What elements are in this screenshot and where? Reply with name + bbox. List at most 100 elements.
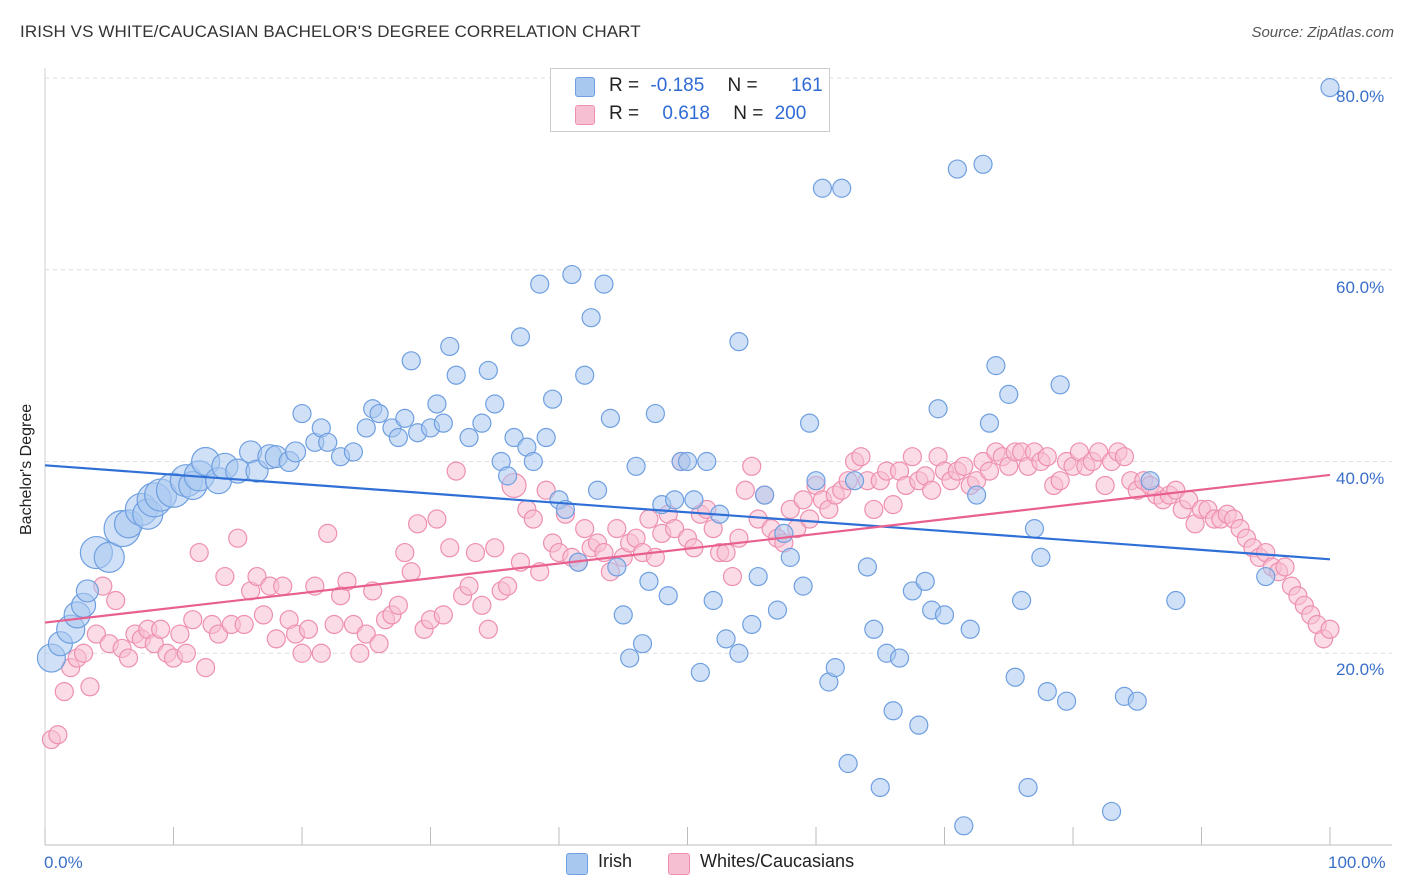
white-n-value: 200 — [774, 103, 807, 124]
data-point-irish — [838, 753, 858, 774]
data-point-white — [118, 648, 139, 668]
data-point-white — [1095, 475, 1115, 496]
data-point-irish — [1056, 691, 1077, 711]
data-point-irish — [677, 451, 698, 472]
data-point-white — [54, 681, 74, 702]
irish-n-value: 161 — [790, 75, 823, 96]
data-point-white — [716, 542, 736, 563]
data-point-white — [86, 624, 107, 644]
data-point-irish — [472, 413, 492, 433]
data-point-irish — [690, 662, 710, 683]
data-point-white — [1037, 447, 1057, 467]
data-point-irish — [960, 619, 980, 639]
data-point-white — [465, 542, 486, 563]
data-point-irish — [883, 701, 903, 721]
data-point-irish — [973, 154, 993, 174]
x-tick-min: 0.0% — [44, 853, 83, 872]
data-point-irish — [799, 413, 820, 433]
data-point-irish — [632, 634, 653, 654]
data-point-irish — [793, 576, 813, 596]
data-point-irish — [388, 427, 408, 448]
data-point-irish — [979, 413, 1000, 433]
data-point-white — [575, 519, 595, 539]
data-point-white — [793, 490, 813, 510]
data-point-irish — [292, 403, 312, 424]
data-point-irish — [947, 159, 967, 179]
data-point-irish — [832, 178, 852, 198]
data-point-irish — [658, 586, 678, 606]
data-point-white — [80, 677, 100, 697]
data-point-irish — [581, 308, 601, 328]
data-point-irish — [639, 571, 659, 591]
data-point-white — [388, 595, 408, 615]
data-point-white — [337, 571, 357, 591]
data-point-irish — [594, 274, 614, 294]
data-point-white — [318, 523, 338, 544]
data-point-white — [311, 643, 331, 663]
data-point-white — [883, 495, 903, 515]
data-point-irish — [697, 451, 717, 472]
data-point-white — [1275, 557, 1295, 577]
data-point-irish — [645, 403, 665, 424]
white-n-label: N = — [733, 103, 764, 124]
data-point-irish — [510, 327, 531, 347]
y-tick-80: 80.0% — [1336, 87, 1385, 106]
data-point-irish — [999, 384, 1019, 404]
y-tick-40: 40.0% — [1336, 469, 1385, 488]
data-point-irish — [498, 466, 518, 486]
data-point-irish — [742, 614, 762, 635]
data-point-irish — [909, 715, 929, 735]
data-point-irish — [1011, 590, 1032, 611]
source-label: Source: ZipAtlas.com — [1251, 24, 1394, 41]
data-point-white — [459, 576, 479, 596]
data-point-white — [73, 643, 94, 663]
data-point-irish — [844, 471, 865, 491]
data-point-white — [234, 614, 254, 635]
data-point-irish — [75, 579, 100, 603]
data-point-irish — [915, 571, 935, 591]
data-point-irish — [889, 648, 910, 668]
data-point-irish — [523, 451, 543, 472]
data-point-white — [523, 509, 543, 529]
data-point-white — [922, 480, 942, 500]
data-point-irish — [1005, 667, 1025, 687]
data-point-irish — [401, 351, 421, 371]
data-point-irish — [504, 427, 524, 448]
data-point-white — [196, 658, 216, 678]
data-point-irish — [93, 541, 125, 573]
data-point-white — [446, 461, 466, 481]
data-point-irish — [284, 441, 307, 463]
data-point-white — [1089, 442, 1109, 462]
data-point-white — [902, 447, 922, 467]
data-point-white — [253, 605, 274, 625]
trend-line-white — [44, 473, 1331, 624]
data-point-irish — [986, 356, 1006, 376]
data-point-irish — [555, 499, 576, 520]
data-point-irish — [536, 427, 556, 448]
data-point-irish — [754, 485, 775, 505]
white-swatch — [575, 105, 595, 125]
data-point-irish — [665, 490, 685, 510]
data-point-white — [979, 461, 1000, 481]
data-point-white — [639, 509, 659, 529]
data-point-white — [722, 566, 743, 587]
data-point-irish — [774, 523, 794, 544]
data-point-irish — [934, 605, 955, 625]
data-point-irish — [1101, 801, 1122, 822]
data-point-irish — [928, 399, 948, 419]
data-point-white — [485, 538, 505, 558]
data-point-white — [215, 566, 235, 587]
data-point-white — [356, 624, 376, 644]
data-point-white — [864, 499, 884, 520]
data-point-irish — [395, 408, 415, 428]
data-point-white — [298, 619, 319, 639]
data-point-white — [665, 519, 685, 539]
data-point-irish — [1127, 691, 1147, 711]
data-point-white — [369, 634, 389, 654]
data-point-irish — [575, 365, 595, 385]
data-point-irish — [562, 264, 582, 285]
data-point-white — [427, 509, 447, 529]
data-point-irish — [485, 394, 505, 414]
data-point-white — [408, 514, 428, 534]
data-point-white — [780, 499, 800, 520]
